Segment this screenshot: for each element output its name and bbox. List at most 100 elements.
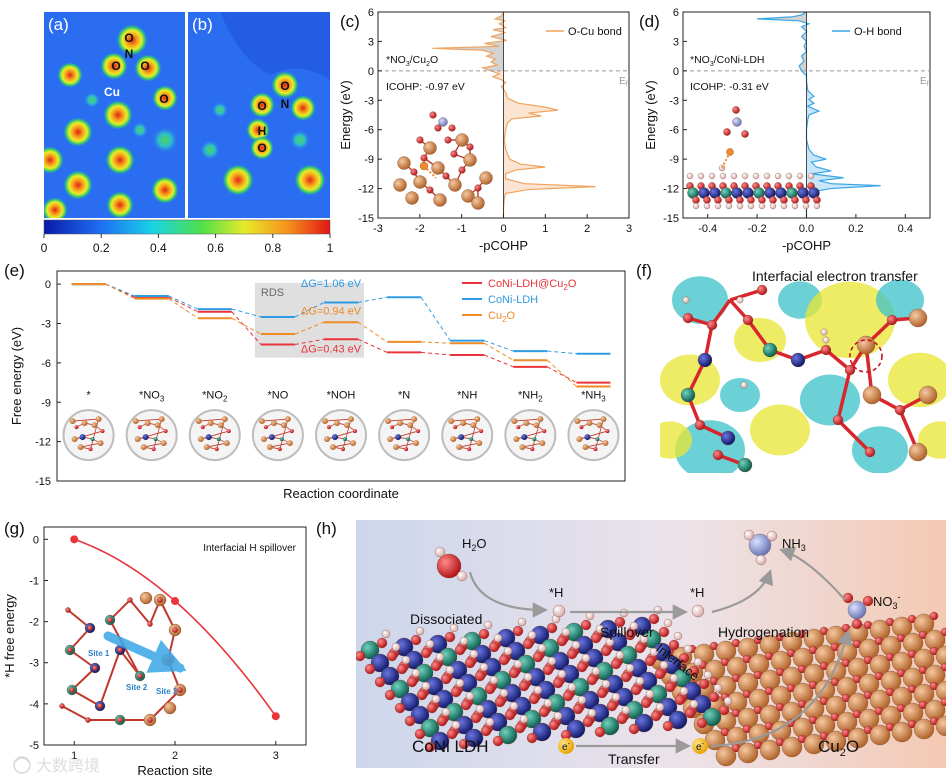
atom xyxy=(195,418,202,425)
o-atom xyxy=(566,648,578,660)
atom xyxy=(270,420,277,427)
o-atom xyxy=(706,319,718,331)
category-label: *NO xyxy=(267,390,288,402)
h-atom xyxy=(774,172,782,180)
o-atom xyxy=(454,644,466,656)
panel-f-title: Interfacial electron transfer xyxy=(752,268,918,284)
atom xyxy=(537,416,544,423)
charge-depletion-isosurface xyxy=(720,378,760,412)
o-atom xyxy=(662,720,674,732)
atom xyxy=(151,447,156,452)
elf-density-blob xyxy=(134,54,162,82)
o-atom xyxy=(742,314,754,326)
o-atom xyxy=(708,691,720,703)
h-atom xyxy=(719,172,727,180)
o-atom xyxy=(694,419,706,431)
bond xyxy=(451,418,478,422)
bond xyxy=(143,442,164,448)
atom xyxy=(467,447,472,452)
y-tick-label: -9 xyxy=(364,154,374,166)
electron-icon-right: e- xyxy=(692,738,708,754)
h-atom xyxy=(577,695,587,705)
h-atom xyxy=(683,644,693,654)
legend-label: O-H bond xyxy=(854,26,902,38)
cu-atom xyxy=(891,721,913,743)
atom xyxy=(160,440,167,447)
bond xyxy=(396,442,417,448)
panel-label-e: (e) xyxy=(4,261,25,280)
cu-atom xyxy=(393,178,407,192)
h-atom xyxy=(747,202,755,210)
o-atom xyxy=(356,650,366,662)
bond xyxy=(388,418,415,422)
o-atom xyxy=(92,665,98,671)
o-atom xyxy=(446,728,458,740)
atom xyxy=(137,425,142,430)
o-atom xyxy=(562,690,574,702)
h-atom xyxy=(689,699,699,709)
h-atom xyxy=(741,172,749,180)
h-atom xyxy=(591,666,601,676)
atom xyxy=(74,425,79,430)
o-atom xyxy=(474,670,486,682)
chart-c-pcohp: Ef -15 -12 -9 -6 -3 0 3 6 -3 -2 -1 0 1 2 3 -pCOHP Energy … xyxy=(338,7,632,253)
atom xyxy=(332,434,338,441)
h-atom xyxy=(714,202,722,210)
energy-connector xyxy=(294,321,325,335)
o-atom xyxy=(460,699,472,711)
elf-panel-b xyxy=(188,12,330,218)
category-label: *NH xyxy=(457,390,477,402)
colorbar-tick-label: 0.8 xyxy=(264,241,281,255)
ni-atom xyxy=(720,430,736,446)
o-atom xyxy=(628,723,640,735)
y-tick-label: -5 xyxy=(29,740,39,752)
fermi-level-label: Ef xyxy=(920,76,929,88)
atom xyxy=(79,434,86,441)
energy-connector xyxy=(357,296,388,303)
bond xyxy=(71,689,101,707)
o-atom xyxy=(572,703,584,715)
o-atom xyxy=(538,706,550,718)
charge-depletion-isosurface xyxy=(876,279,924,321)
intermediate-structure-thumbnail xyxy=(315,409,367,462)
bond xyxy=(198,418,225,422)
o-atom xyxy=(420,647,432,659)
elf-atom-label-a: O xyxy=(159,92,168,106)
h-atom xyxy=(723,696,733,706)
cu-atom xyxy=(737,742,759,764)
o-atom xyxy=(940,662,946,672)
o-atom xyxy=(478,628,490,640)
panel-label-b: (b) xyxy=(192,15,213,34)
o-atom xyxy=(458,166,466,174)
atom xyxy=(387,436,394,443)
o-atom xyxy=(414,728,426,740)
atom xyxy=(453,425,458,430)
atom xyxy=(539,440,546,447)
n-atom xyxy=(732,117,742,127)
h-atom xyxy=(673,631,683,641)
bond xyxy=(332,442,354,448)
pcohp-curve xyxy=(432,11,596,218)
bond xyxy=(459,442,480,448)
elf-density-blob xyxy=(271,71,299,99)
atom xyxy=(605,429,610,434)
o-atom xyxy=(424,741,436,753)
y-tick-label: -3 xyxy=(364,95,374,107)
cu-atom xyxy=(918,385,938,405)
h-atom xyxy=(736,296,744,304)
atom xyxy=(523,420,530,427)
o-atom xyxy=(658,626,670,638)
x-tick-label: 1 xyxy=(71,750,77,762)
h-atom xyxy=(813,202,821,210)
h-atom xyxy=(659,660,669,670)
cu-atom xyxy=(413,175,427,189)
atom xyxy=(217,422,224,429)
bond xyxy=(261,418,288,422)
o-atom xyxy=(147,717,153,723)
metal-atom xyxy=(464,728,484,748)
o-atom xyxy=(580,619,592,631)
elf-density-blob xyxy=(116,24,148,56)
bond xyxy=(585,442,606,448)
elf-map-a xyxy=(44,12,185,218)
atom xyxy=(153,437,158,442)
